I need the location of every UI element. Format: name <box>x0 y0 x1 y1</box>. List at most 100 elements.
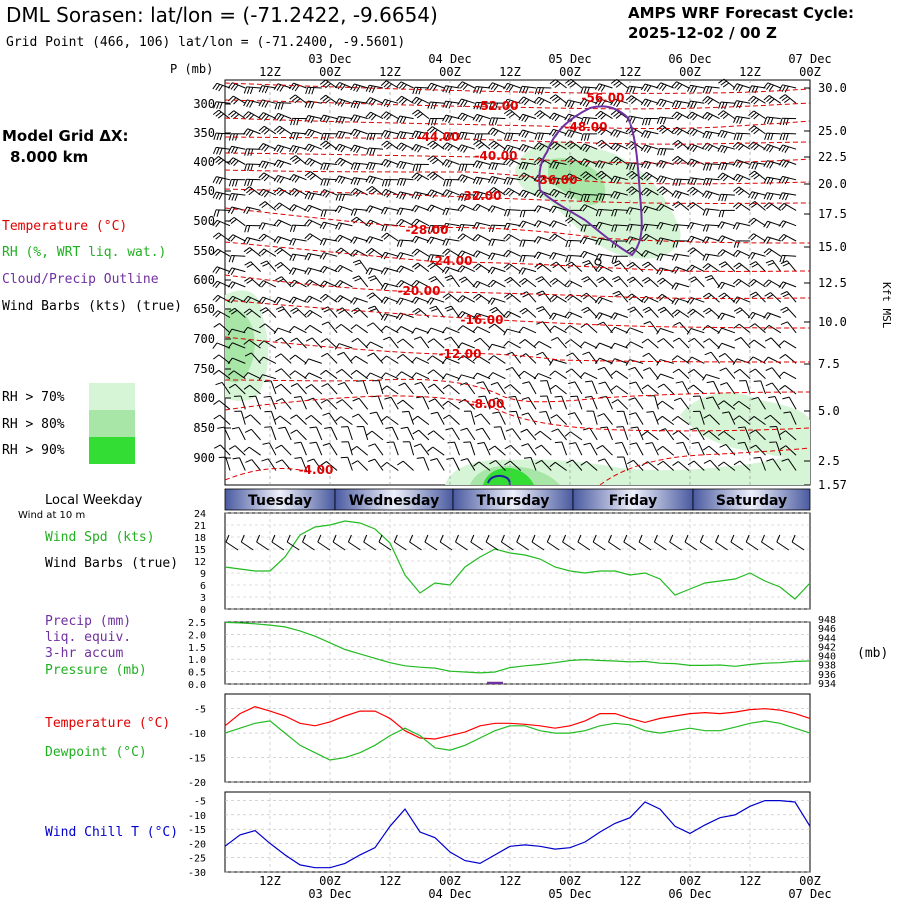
pressure-tick-label: 550 <box>193 244 215 258</box>
bottom-axis-date-label: 07 Dec <box>788 887 831 900</box>
wind-barb-staff <box>491 225 505 226</box>
height-tick-label: 2.5 <box>818 454 840 468</box>
legend-rh: RH (%, WRT liq. wat.) <box>2 245 166 260</box>
wind-barb-feather <box>216 177 219 183</box>
wind-barb-feather <box>216 193 219 199</box>
day-friday-label: Friday <box>609 493 658 509</box>
panel-left-tick-label: 0.0 <box>188 680 206 691</box>
bottom-axis-hour-label: 00Z <box>439 874 461 888</box>
contour-label: -8.00 <box>470 397 505 411</box>
top-axis-hour-label: 12Z <box>619 65 641 79</box>
temperature-panel: Temperature (°C) Dewpoint (°C) -5-10-15-… <box>45 694 810 789</box>
wind-barb-feather <box>754 381 761 382</box>
height-tick-label: 17.5 <box>818 207 847 221</box>
wind-barb-feather <box>218 160 223 164</box>
top-axis-hour-label: 12Z <box>499 65 521 79</box>
pressure-unit-label: (mb) <box>857 646 888 661</box>
pressure-tick-label: 600 <box>193 273 215 287</box>
bottom-axis-date-label: 04 Dec <box>428 887 471 900</box>
bottom-axis-date-label: 05 Dec <box>548 887 591 900</box>
contour-label: -36.00 <box>535 173 578 187</box>
panel-left-tick-label: 24 <box>194 509 206 520</box>
wind-chill-panel: Wind Chill T (°C) -5-10-15-20-25-30 <box>45 792 810 879</box>
contour-label: -12.00 <box>439 347 482 361</box>
wind-barb-feather <box>214 323 220 327</box>
wind-barb-staff <box>568 240 582 241</box>
pressure-tick-label: 400 <box>193 155 215 169</box>
p-unit-label: P (mb) <box>170 62 213 76</box>
wind-barb-feather <box>217 210 219 217</box>
wind-barb-feather <box>216 112 222 116</box>
wind-barb-staff <box>247 179 261 180</box>
pressure-tick-label: 350 <box>193 126 215 140</box>
wind-barb-feather <box>213 177 216 183</box>
panel-left-tick-label: 0.5 <box>188 668 206 679</box>
day-wednesday-label: Wednesday <box>349 493 439 509</box>
height-tick-label: 10.0 <box>818 315 847 329</box>
wind-barb-staff <box>293 225 307 226</box>
height-tick-label: 25.0 <box>818 124 847 138</box>
panel-right-tick-label: 934 <box>818 679 836 690</box>
wind-barb-feather <box>218 114 224 118</box>
top-axis-hour-label: 00Z <box>679 65 701 79</box>
contour-label: -56.00 <box>582 91 625 105</box>
pressure-tick-label: 650 <box>193 302 215 316</box>
pressure-tick-label: 750 <box>193 362 215 376</box>
wind-barbs-label: Wind Barbs (true) <box>45 556 178 571</box>
legend-temperature: Temperature (°C) <box>2 219 127 234</box>
temperature-label: Temperature (°C) <box>45 716 170 731</box>
wind-barb-feather <box>213 267 217 273</box>
day-tuesday-label: Tuesday <box>248 493 312 509</box>
panel-frame <box>225 694 810 782</box>
wind-barb-feather <box>213 295 218 300</box>
legend-cloud: Cloud/Precip Outline <box>2 272 159 287</box>
wind-barb-feather <box>219 85 223 91</box>
wind-barb-feather <box>555 442 562 443</box>
cross-section-panel: -56.00-52.00-48.00-44.00-40.00-36.00-32.… <box>193 79 893 492</box>
height-tick-label: 30.0 <box>818 81 847 95</box>
pressure-tick-label: 700 <box>193 332 215 346</box>
height-tick-label: 5.0 <box>818 404 840 418</box>
panel-left-tick-label: 1.0 <box>188 655 206 666</box>
pressure-label: Pressure (mb) <box>45 663 147 678</box>
pressure-tick-label: 450 <box>193 184 215 198</box>
legend-wind: Wind Barbs (kts) (true) <box>2 299 182 314</box>
wind-barb-feather <box>213 355 219 359</box>
panel-left-tick-label: 12 <box>194 557 206 568</box>
contour-label: -28.00 <box>406 223 449 237</box>
wind-barb-feather <box>216 312 221 317</box>
wind-barb-feather <box>213 83 217 89</box>
wind-barb-staff <box>323 133 337 134</box>
top-axis-hour-label: 12Z <box>739 65 761 79</box>
wind-barb-staff <box>323 210 337 211</box>
contour-label: -16.00 <box>461 313 504 327</box>
wind-barb-feather <box>217 427 224 428</box>
bottom-axis-hour-label: 12Z <box>739 874 761 888</box>
wind-barb-feather <box>220 102 223 109</box>
precip-label-3: 3-hr accum <box>45 646 123 661</box>
panel-frame <box>225 622 810 684</box>
wind-barb-feather <box>216 221 220 227</box>
model-grid-value: 8.000 km <box>10 148 88 166</box>
precip-label-2: liq. equiv. <box>45 630 131 645</box>
top-axis-hour-label: 12Z <box>259 65 281 79</box>
wind-barb-feather <box>220 133 222 140</box>
contour-label: -20.00 <box>398 284 441 298</box>
dewpoint-label: Dewpoint (°C) <box>45 745 147 760</box>
legend-rh90-label: RH > 90% <box>2 443 65 458</box>
top-axis-hour-label: 00Z <box>559 65 581 79</box>
wind-barb-feather <box>341 457 348 458</box>
contour-label: -44.00 <box>417 130 460 144</box>
height-tick-label: 7.5 <box>818 357 840 371</box>
forecast-cycle-label: AMPS WRF Forecast Cycle: <box>628 4 854 22</box>
wind-barb-feather <box>214 445 220 448</box>
wind-speed-panel: Wind Spd (kts) Wind Barbs (true) 2421181… <box>45 509 810 616</box>
wind-barb-feather <box>216 235 221 239</box>
bottom-axis-date-label: 03 Dec <box>308 887 351 900</box>
panel-left-tick-label: -15 <box>188 825 206 836</box>
wind-barb-feather <box>216 158 221 162</box>
day-saturday-label: Saturday <box>716 493 787 509</box>
